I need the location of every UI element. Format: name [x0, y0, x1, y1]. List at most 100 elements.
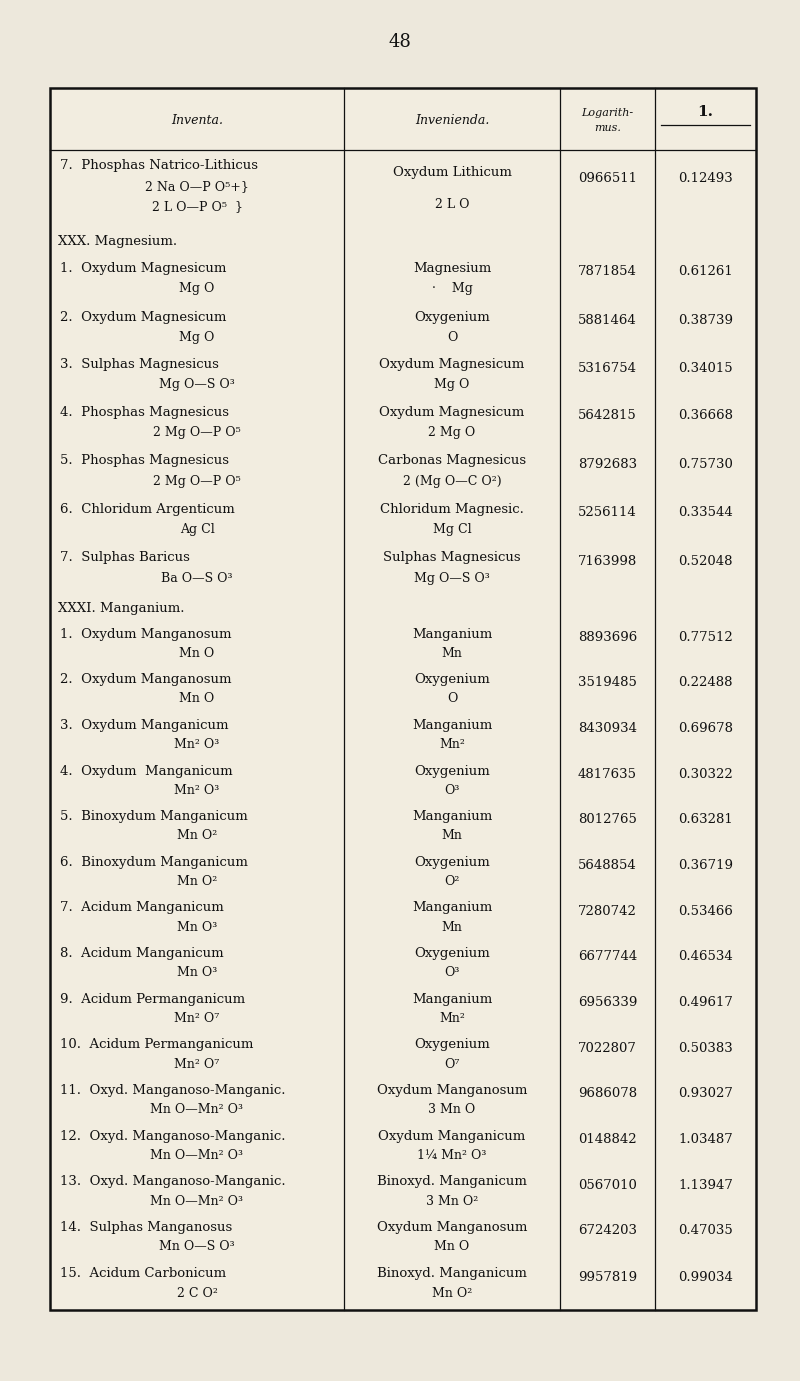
Text: Sulphas Magnesicus: Sulphas Magnesicus: [383, 551, 521, 565]
Text: Logarith-: Logarith-: [582, 108, 634, 119]
Text: 0.33544: 0.33544: [678, 507, 733, 519]
Text: 6956339: 6956339: [578, 996, 637, 1010]
Bar: [50, 88, 756, 1311]
Text: 5316754: 5316754: [578, 362, 637, 374]
Text: 48: 48: [389, 33, 411, 51]
Text: Magnesium: Magnesium: [413, 261, 491, 275]
Text: 0.22488: 0.22488: [678, 677, 733, 689]
Text: 0.49617: 0.49617: [678, 996, 733, 1010]
Text: Ag Cl: Ag Cl: [180, 523, 214, 536]
Text: 2 Mg O: 2 Mg O: [428, 425, 476, 439]
Text: 8.  Acidum Manganicum: 8. Acidum Manganicum: [60, 947, 224, 960]
Text: 8430934: 8430934: [578, 722, 637, 735]
Text: Invenienda.: Invenienda.: [415, 113, 489, 127]
Text: O: O: [447, 330, 457, 344]
Text: Mn²: Mn²: [439, 1012, 465, 1025]
Text: Binoxyd. Manganicum: Binoxyd. Manganicum: [377, 1268, 527, 1280]
Text: 1.: 1.: [698, 105, 714, 119]
Text: XXXI. Manganium.: XXXI. Manganium.: [58, 602, 185, 616]
Text: 7163998: 7163998: [578, 555, 637, 568]
Text: Ba O—S O³: Ba O—S O³: [162, 572, 233, 586]
Text: O: O: [447, 692, 457, 706]
Text: 3 Mn O²: 3 Mn O²: [426, 1195, 478, 1207]
Text: 0.75730: 0.75730: [678, 457, 733, 471]
Text: Mn: Mn: [442, 830, 462, 842]
Text: 5.  Phosphas Magnesicus: 5. Phosphas Magnesicus: [60, 454, 229, 467]
Text: 0.30322: 0.30322: [678, 768, 733, 780]
Text: 3519485: 3519485: [578, 677, 637, 689]
Text: Oxygenium: Oxygenium: [414, 674, 490, 686]
Text: 6724203: 6724203: [578, 1224, 637, 1237]
Text: 0.77512: 0.77512: [678, 631, 733, 644]
Text: Mn² O³: Mn² O³: [174, 784, 220, 797]
Text: 9957819: 9957819: [578, 1271, 637, 1283]
Text: 9.  Acidum Permanganicum: 9. Acidum Permanganicum: [60, 993, 245, 1005]
Text: 0.61261: 0.61261: [678, 265, 733, 278]
Text: 0.93027: 0.93027: [678, 1087, 733, 1101]
Text: 9686078: 9686078: [578, 1087, 637, 1101]
Text: O²: O²: [444, 876, 460, 888]
Text: Mn O: Mn O: [179, 692, 214, 706]
Text: Manganium: Manganium: [412, 902, 492, 914]
Text: 0.99034: 0.99034: [678, 1271, 733, 1283]
Text: Chloridum Magnesic.: Chloridum Magnesic.: [380, 503, 524, 516]
Text: 0.69678: 0.69678: [678, 722, 733, 735]
Text: Mg Cl: Mg Cl: [433, 523, 471, 536]
Text: 0.47035: 0.47035: [678, 1224, 733, 1237]
Text: Manganium: Manganium: [412, 720, 492, 732]
Text: 0148842: 0148842: [578, 1132, 637, 1146]
Text: 6677744: 6677744: [578, 950, 637, 964]
Text: Mn O²: Mn O²: [177, 876, 217, 888]
Text: Mg O: Mg O: [434, 378, 470, 391]
Text: Oxydum Lithicum: Oxydum Lithicum: [393, 166, 511, 180]
Text: 1¼ Mn² O³: 1¼ Mn² O³: [418, 1149, 486, 1161]
Text: Mn² O³: Mn² O³: [174, 737, 220, 751]
Text: Oxydum Manganosum: Oxydum Manganosum: [377, 1084, 527, 1097]
Text: Mn² O⁷: Mn² O⁷: [174, 1012, 220, 1025]
Text: Mn² O⁷: Mn² O⁷: [174, 1058, 220, 1070]
Text: 0.34015: 0.34015: [678, 362, 733, 374]
Text: 11.  Oxyd. Manganoso-Manganic.: 11. Oxyd. Manganoso-Manganic.: [60, 1084, 286, 1097]
Text: 3.  Sulphas Magnesicus: 3. Sulphas Magnesicus: [60, 358, 219, 371]
Text: 14.  Sulphas Manganosus: 14. Sulphas Manganosus: [60, 1221, 232, 1235]
Text: 0.50383: 0.50383: [678, 1041, 733, 1055]
Text: 2 L O—P O⁵  }: 2 L O—P O⁵ }: [151, 200, 242, 214]
Text: 8012765: 8012765: [578, 813, 637, 826]
Text: mus.: mus.: [594, 123, 621, 133]
Text: 0966511: 0966511: [578, 171, 637, 185]
Text: 0.12493: 0.12493: [678, 171, 733, 185]
Text: Mn O: Mn O: [179, 646, 214, 660]
Text: 15.  Acidum Carbonicum: 15. Acidum Carbonicum: [60, 1268, 226, 1280]
Text: 2 C O²: 2 C O²: [177, 1287, 218, 1300]
Text: 5256114: 5256114: [578, 507, 637, 519]
Text: 5881464: 5881464: [578, 313, 637, 327]
Text: Oxygenium: Oxygenium: [414, 856, 490, 869]
Text: 2 (Mg O—C O²): 2 (Mg O—C O²): [402, 475, 502, 487]
Text: Manganium: Manganium: [412, 993, 492, 1005]
Text: 2.  Oxydum Magnesicum: 2. Oxydum Magnesicum: [60, 311, 226, 323]
Text: Oxygenium: Oxygenium: [414, 765, 490, 778]
Text: Carbonas Magnesicus: Carbonas Magnesicus: [378, 454, 526, 467]
Text: O³: O³: [444, 784, 460, 797]
Text: O⁷: O⁷: [444, 1058, 460, 1070]
Text: 7022807: 7022807: [578, 1041, 637, 1055]
Text: Oxydum Manganicum: Oxydum Manganicum: [378, 1130, 526, 1142]
Text: Mn: Mn: [442, 646, 462, 660]
Text: 2.  Oxydum Manganosum: 2. Oxydum Manganosum: [60, 674, 231, 686]
Text: 4.  Oxydum  Manganicum: 4. Oxydum Manganicum: [60, 765, 233, 778]
Text: Mg O: Mg O: [179, 283, 214, 296]
Text: 12.  Oxyd. Manganoso-Manganic.: 12. Oxyd. Manganoso-Manganic.: [60, 1130, 286, 1142]
Text: Manganium: Manganium: [412, 627, 492, 641]
Text: Manganium: Manganium: [412, 811, 492, 823]
Text: Mn O—S O³: Mn O—S O³: [159, 1240, 235, 1253]
Text: Mn O³: Mn O³: [177, 967, 217, 979]
Text: ·    Mg: · Mg: [431, 283, 473, 296]
Text: 2 Mg O—P O⁵: 2 Mg O—P O⁵: [153, 475, 241, 487]
Text: 8893696: 8893696: [578, 631, 637, 644]
Text: Mg O—S O³: Mg O—S O³: [414, 572, 490, 586]
Text: 13.  Oxyd. Manganoso-Manganic.: 13. Oxyd. Manganoso-Manganic.: [60, 1175, 286, 1189]
Text: Oxydum Magnesicum: Oxydum Magnesicum: [379, 406, 525, 418]
Text: Mn O²: Mn O²: [432, 1287, 472, 1300]
Text: Mn O³: Mn O³: [177, 921, 217, 934]
Text: 0.53466: 0.53466: [678, 905, 733, 918]
